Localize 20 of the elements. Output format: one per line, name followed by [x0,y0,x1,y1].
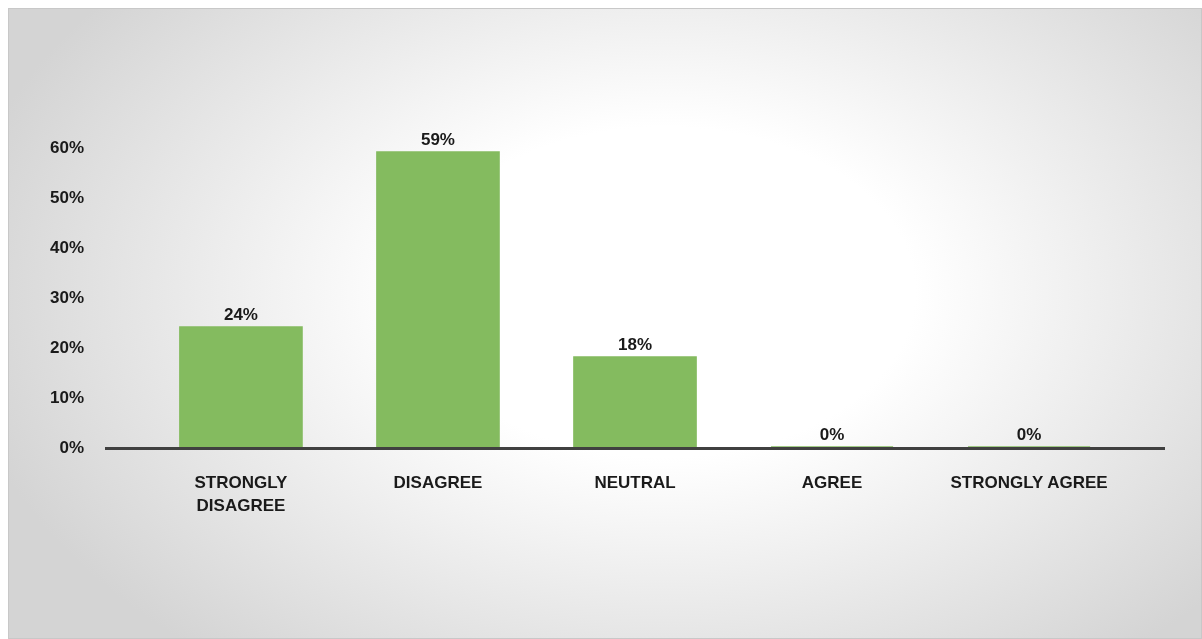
y-tick-label: 10% [49,387,84,407]
y-tick-label: 30% [49,287,84,307]
data-label: 0% [1016,425,1042,444]
x-tick-label: STRONGLY DISAGREE [194,473,289,515]
data-label: 59% [420,130,455,149]
x-tick-label: STRONGLY AGREE [950,473,1108,493]
bar [573,356,697,447]
x-tick-label: AGREE [801,473,863,493]
data-label: 24% [223,305,258,324]
y-tick-label: 60% [49,137,84,157]
y-tick-label: 50% [49,187,84,207]
y-tick-label: 20% [49,337,84,357]
bar [179,326,303,447]
y-tick-label: 40% [49,237,84,257]
y-tick-label: 0% [59,437,84,457]
data-label: 0% [819,425,845,444]
x-tick-label: NEUTRAL [594,473,676,493]
x-tick-label: DISAGREE [393,473,483,493]
bar [376,151,500,447]
data-label: 18% [617,335,653,354]
